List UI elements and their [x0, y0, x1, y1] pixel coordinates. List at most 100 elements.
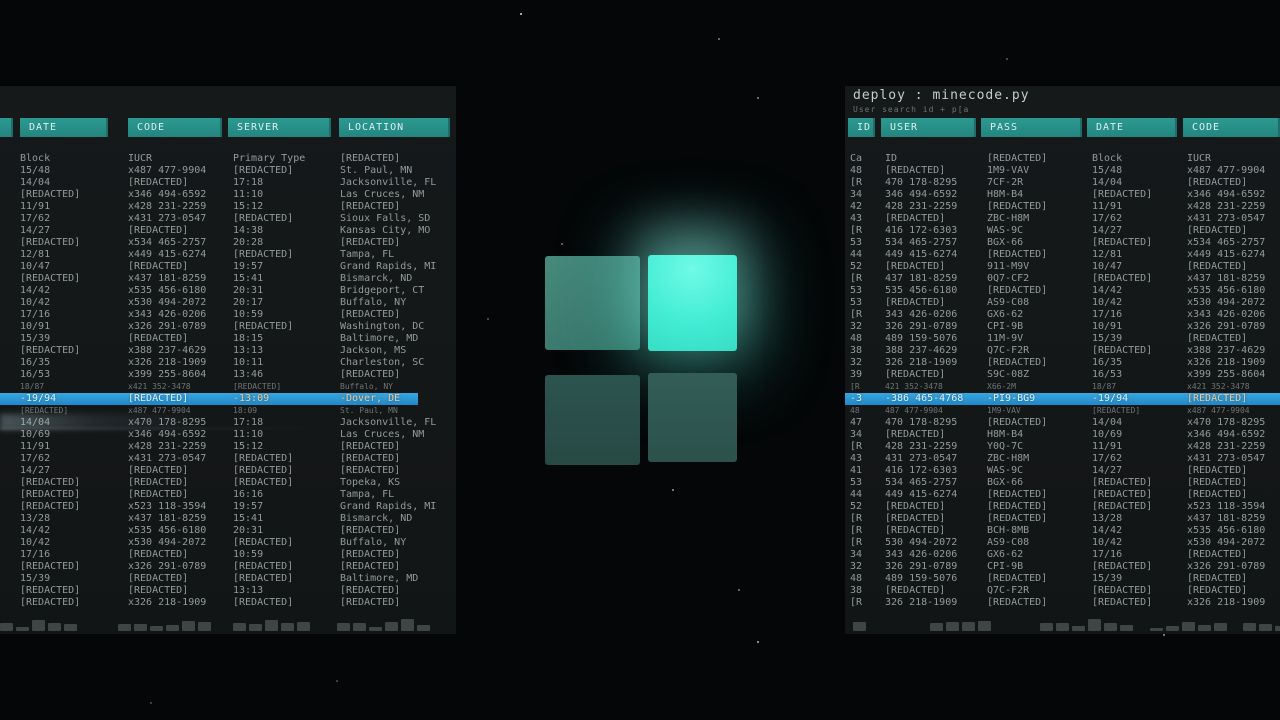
- table-row[interactable]: 38 388 237-4629 Q7C-F2R [REDACTED] x388 237-…: [845, 345, 1280, 357]
- table-row[interactable]: 15/39 [REDACTED] 18:15 Baltimore, MD: [0, 333, 456, 345]
- table-row[interactable]: 48 489 159-5076 [REDACTED] 15/39 [REDACTED]: [845, 573, 1280, 585]
- table-row[interactable]: [R 326 218-1909 [REDACTED] [REDACTED] x326 2…: [845, 597, 1280, 609]
- table-row[interactable]: [R 530 494-2072 AS9-C08 10/42 x530 494-2072: [845, 537, 1280, 549]
- table-row-selected[interactable]: -3 -386 465-4768 -PI9-BG9 -19/94 [REDACTED]: [845, 393, 1280, 405]
- table-row[interactable]: 13/28 x437 181-8259 15:41 Bismarck, ND: [0, 513, 456, 525]
- table-cell: [REDACTED]: [885, 213, 946, 224]
- table-cell: x388 237-4629: [128, 345, 207, 356]
- table-row[interactable]: [R 470 178-8295 7CF-2R 14/04 [REDACTED]: [845, 177, 1280, 189]
- table-row[interactable]: 10/69 x346 494-6592 11:10 Las Cruces, NM: [0, 429, 456, 441]
- table-row[interactable]: [R 343 426-0206 GX6-62 17/16 x343 426-0206: [845, 309, 1280, 321]
- table-cell: 10/47: [20, 261, 51, 272]
- table-row[interactable]: 14/27 [REDACTED] 14:38 Kansas City, MO: [0, 225, 456, 237]
- table-row[interactable]: 32 326 291-0789 CPI-9B [REDACTED] x326 291-0…: [845, 561, 1280, 573]
- table-row[interactable]: 10/42 x530 494-2072 [REDACTED] Buffalo, NY: [0, 537, 456, 549]
- table-cell: 16/35: [20, 357, 51, 368]
- column-header-date[interactable]: DATE: [1087, 118, 1177, 137]
- column-header-user[interactable]: USER: [881, 118, 976, 137]
- table-row[interactable]: Block IUCR Primary Type [REDACTED]: [0, 153, 456, 165]
- table-cell: 911-M9V: [987, 261, 1030, 272]
- table-row[interactable]: 48 487 477-9904 1M9-VAV [REDACTED] x487 477-…: [845, 405, 1280, 417]
- table-row[interactable]: 14/42 x535 456-6180 20:31 Bridgeport, CT: [0, 285, 456, 297]
- table-row[interactable]: [R 437 181-8259 0Q7-CF2 [REDACTED] x437 181-…: [845, 273, 1280, 285]
- column-header-code[interactable]: CODE: [128, 118, 222, 137]
- table-row[interactable]: 16/53 x399 255-8604 13:46 [REDACTED]: [0, 369, 456, 381]
- table-cell: 11/91: [1092, 441, 1123, 452]
- table-row[interactable]: Ca ID [REDACTED] Block IUCR: [845, 153, 1280, 165]
- table-row[interactable]: 44 449 415-6274 [REDACTED] [REDACTED] [REDAC…: [845, 489, 1280, 501]
- table-row[interactable]: 11/91 x428 231-2259 15:12 [REDACTED]: [0, 201, 456, 213]
- column-header-fragment: [0, 118, 13, 137]
- table-row[interactable]: 48 [REDACTED] 1M9-VAV 15/48 x487 477-9904: [845, 165, 1280, 177]
- table-row[interactable]: [REDACTED] x326 218-1909 [REDACTED] [REDACT…: [0, 597, 456, 609]
- table-row[interactable]: [REDACTED] [REDACTED] 16:16 Tampa, FL: [0, 489, 456, 501]
- table-row[interactable]: 34 346 494-6592 H8M-B4 [REDACTED] x346 494-6…: [845, 189, 1280, 201]
- table-row[interactable]: 34 343 426-0206 GX6-62 17/16 [REDACTED]: [845, 549, 1280, 561]
- table-row[interactable]: [REDACTED] x326 291-0789 [REDACTED] [REDACT…: [0, 561, 456, 573]
- table-row[interactable]: 15/39 [REDACTED] [REDACTED] Baltimore, MD: [0, 573, 456, 585]
- table-row[interactable]: [R [REDACTED] [REDACTED] 13/28 x437 181-8259: [845, 513, 1280, 525]
- column-header-id[interactable]: ID: [848, 118, 875, 137]
- table-row[interactable]: 53 535 456-6180 [REDACTED] 14/42 x535 456-61…: [845, 285, 1280, 297]
- table-row[interactable]: [REDACTED] x534 465-2757 20:28 [REDACTED]: [0, 237, 456, 249]
- table-row[interactable]: 14/27 [REDACTED] [REDACTED] [REDACTED]: [0, 465, 456, 477]
- equalizer-group: [930, 621, 991, 631]
- table-cell: 343 426-0206: [885, 309, 958, 320]
- table-row[interactable]: 43 [REDACTED] ZBC-H8M 17/62 x431 273-0547: [845, 213, 1280, 225]
- table-row[interactable]: 48 489 159-5076 11M-9V 15/39 [REDACTED]: [845, 333, 1280, 345]
- table-row[interactable]: [REDACTED] [REDACTED] 13:13 [REDACTED]: [0, 585, 456, 597]
- column-header-pass[interactable]: PASS: [981, 118, 1082, 137]
- table-row[interactable]: [R 428 231-2259 Y0Q-7C 11/91 x428 231-2259: [845, 441, 1280, 453]
- table-row[interactable]: 18/87 x421 352-3478 [REDACTED] Buffalo, NY: [0, 381, 456, 393]
- table-row[interactable]: 12/81 x449 415-6274 [REDACTED] Tampa, FL: [0, 249, 456, 261]
- table-row[interactable]: 38 [REDACTED] Q7C-F2R [REDACTED] [REDACTED]: [845, 585, 1280, 597]
- equalizer-bar: [265, 620, 278, 631]
- table-row[interactable]: 53 534 465-2757 BGX-66 [REDACTED] [REDACTED]: [845, 477, 1280, 489]
- table-row[interactable]: 10/42 x530 494-2072 20:17 Buffalo, NY: [0, 297, 456, 309]
- table-row[interactable]: 15/48 x487 477-9904 [REDACTED] St. Paul, MN: [0, 165, 456, 177]
- table-row[interactable]: [REDACTED] x388 237-4629 13:13 Jackson, MS: [0, 345, 456, 357]
- table-row[interactable]: 44 449 415-6274 [REDACTED] 12/81 x449 415-62…: [845, 249, 1280, 261]
- table-row[interactable]: [REDACTED] x487 477-9904 18:09 St. Paul, MN: [0, 405, 456, 417]
- table-row[interactable]: 14/42 x535 456-6180 20:31 [REDACTED]: [0, 525, 456, 537]
- column-header-date[interactable]: DATE: [20, 118, 108, 137]
- column-header-code[interactable]: CODE: [1183, 118, 1280, 137]
- table-row[interactable]: [REDACTED] x346 494-6592 11:10 Las Cruces, …: [0, 189, 456, 201]
- table-row[interactable]: [R 421 352-3478 X66-2M 18/87 x421 352-3478: [845, 381, 1280, 393]
- table-row[interactable]: 17/16 x343 426-0206 10:59 [REDACTED]: [0, 309, 456, 321]
- table-row[interactable]: 10/47 [REDACTED] 19:57 Grand Rapids, MI: [0, 261, 456, 273]
- column-header-location[interactable]: LOCATION: [339, 118, 450, 137]
- table-row[interactable]: [REDACTED] [REDACTED] [REDACTED] Topeka, KS: [0, 477, 456, 489]
- table-cell: Grand Rapids, MI: [340, 261, 437, 272]
- table-row[interactable]: [R 416 172-6303 WAS-9C 14/27 [REDACTED]: [845, 225, 1280, 237]
- table-row[interactable]: 43 431 273-0547 ZBC-H8M 17/62 x431 273-0547: [845, 453, 1280, 465]
- table-row[interactable]: 34 [REDACTED] H8M-B4 10/69 x346 494-6592: [845, 429, 1280, 441]
- table-row[interactable]: 47 470 178-8295 [REDACTED] 14/04 x470 178-82…: [845, 417, 1280, 429]
- table-row[interactable]: 32 326 218-1909 [REDACTED] 16/35 x326 218-19…: [845, 357, 1280, 369]
- table-row[interactable]: 32 326 291-0789 CPI-9B 10/91 x326 291-0789: [845, 321, 1280, 333]
- table-row[interactable]: 39 [REDACTED] S9C-08Z 16/53 x399 255-8604: [845, 369, 1280, 381]
- table-row[interactable]: 17/16 [REDACTED] 10:59 [REDACTED]: [0, 549, 456, 561]
- table-row[interactable]: 16/35 x326 218-1909 10:11 Charleston, SC: [0, 357, 456, 369]
- table-row[interactable]: 17/62 x431 273-0547 [REDACTED] [REDACTED]: [0, 453, 456, 465]
- table-row[interactable]: [R [REDACTED] BCH-8MB 14/42 x535 456-6180: [845, 525, 1280, 537]
- table-row[interactable]: 52 [REDACTED] [REDACTED] [REDACTED] x523 118…: [845, 501, 1280, 513]
- table-row[interactable]: 41 416 172-6303 WAS-9C 14/27 [REDACTED]: [845, 465, 1280, 477]
- table-row[interactable]: [REDACTED] x437 181-8259 15:41 Bismarck, ND: [0, 273, 456, 285]
- table-row[interactable]: [REDACTED] x523 118-3594 19:57 Grand Rapids…: [0, 501, 456, 513]
- column-header-server[interactable]: SERVER: [228, 118, 331, 137]
- table-row[interactable]: 53 534 465-2757 BGX-66 [REDACTED] x534 465-2…: [845, 237, 1280, 249]
- table-row[interactable]: 53 [REDACTED] AS9-C08 10/42 x530 494-2072: [845, 297, 1280, 309]
- table-row-selected[interactable]: -19/94 [REDACTED] -13:09 -Dover, DE: [0, 393, 418, 405]
- table-row[interactable]: 52 [REDACTED] 911-M9V 10/47 [REDACTED]: [845, 261, 1280, 273]
- table-row[interactable]: 14/04 [REDACTED] 17:18 Jacksonville, FL: [0, 177, 456, 189]
- table-row[interactable]: 42 428 231-2259 [REDACTED] 11/91 x428 231-22…: [845, 201, 1280, 213]
- table-cell: [REDACTED]: [340, 237, 401, 248]
- equalizer-group: [337, 619, 430, 631]
- table-row[interactable]: 17/62 x431 273-0547 [REDACTED] Sioux Falls,…: [0, 213, 456, 225]
- table-row[interactable]: 10/91 x326 291-0789 [REDACTED] Washington, …: [0, 321, 456, 333]
- table-row[interactable]: 11/91 x428 231-2259 15:12 [REDACTED]: [0, 441, 456, 453]
- table-cell: [REDACTED]: [340, 585, 401, 596]
- table-cell: -13:09: [233, 393, 270, 404]
